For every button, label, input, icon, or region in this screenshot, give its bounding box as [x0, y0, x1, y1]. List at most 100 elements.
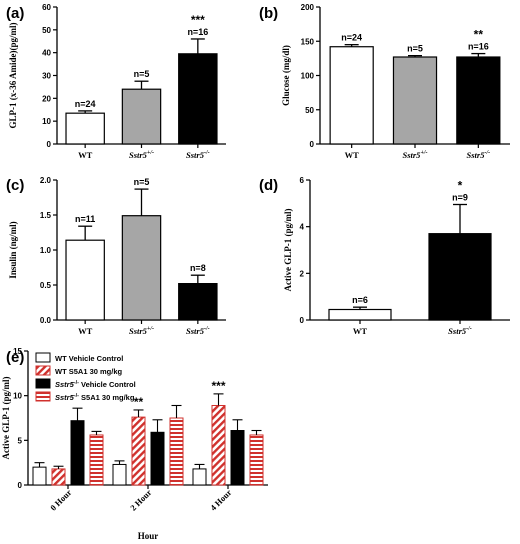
- x-tick-label: Sstr5+/-: [129, 326, 154, 336]
- bar: [169, 417, 184, 486]
- x-tick-label: 2 Hour: [128, 487, 153, 512]
- bar: [249, 434, 264, 486]
- bar: [178, 53, 218, 145]
- y-tick-label: 40: [42, 49, 51, 58]
- y-tick-label: 150: [301, 37, 315, 46]
- n-label: n=6: [352, 295, 368, 305]
- legend-label: Sstr5-/- Vehicle Control: [55, 380, 136, 389]
- significance-marker: **: [134, 395, 144, 409]
- y-axis-title: GLP-1 (x-36 Amide)(pg/ml): [8, 23, 18, 129]
- y-tick-label: 0.5: [40, 281, 52, 290]
- panel-label: (d): [259, 177, 278, 194]
- y-tick-label: 0.0: [40, 316, 52, 325]
- panel-label: (e): [6, 349, 24, 366]
- n-label: n=8: [190, 263, 206, 273]
- n-label: n=5: [134, 177, 150, 187]
- x-tick-label: WT: [78, 326, 93, 336]
- n-label: n=9: [452, 193, 468, 203]
- y-tick-label: 6: [300, 176, 305, 185]
- n-label: n=24: [341, 33, 362, 43]
- legend-swatch: [35, 365, 51, 376]
- y-tick-label: 15: [13, 347, 22, 356]
- bar: [150, 431, 165, 486]
- y-tick-label: 50: [42, 26, 51, 35]
- y-tick-label: 5: [18, 436, 23, 445]
- significance-marker: ***: [211, 379, 225, 393]
- x-tick-label: 0 Hour: [48, 487, 73, 512]
- x-tick-label: 4 Hour: [208, 487, 233, 512]
- y-axis-title: Active GLP-1 (pg/ml): [1, 377, 11, 460]
- n-label: n=11: [75, 214, 95, 224]
- y-tick-label: 100: [301, 72, 315, 81]
- bar: [70, 420, 85, 486]
- y-axis-title: Insulin (ng/ml): [8, 221, 18, 278]
- legend-label: Sstr5-/- S5A1 30 mg/kg: [55, 393, 135, 402]
- x-tick-label: Sstr5-/-: [467, 150, 491, 160]
- significance-marker: *: [458, 179, 463, 193]
- n-label: n=24: [75, 99, 96, 109]
- bar: [51, 468, 66, 486]
- legend-swatch: [35, 352, 51, 363]
- bar: [121, 215, 162, 321]
- x-tick-label: WT: [78, 150, 93, 160]
- x-tick-label: Sstr5+/-: [402, 150, 427, 160]
- x-tick-label: Sstr5+/-: [129, 150, 154, 160]
- bar: [112, 463, 127, 486]
- y-tick-label: 60: [42, 3, 51, 12]
- bar: [121, 88, 162, 145]
- y-tick-label: 4: [300, 223, 305, 232]
- bar: [65, 112, 105, 145]
- panel-label: (c): [6, 177, 24, 194]
- bar: [65, 239, 105, 321]
- x-tick-label: WT: [353, 326, 368, 336]
- bar: [428, 233, 492, 321]
- y-tick-label: 2.0: [40, 176, 52, 185]
- panel-label: (b): [259, 5, 278, 22]
- x-tick-label: WT: [345, 150, 360, 160]
- bar: [211, 404, 226, 486]
- bar: [178, 283, 218, 321]
- y-tick-label: 30: [42, 72, 51, 81]
- bar: [192, 468, 207, 486]
- y-tick-label: 10: [42, 117, 51, 126]
- x-axis-title: Hour: [138, 531, 159, 541]
- bar: [329, 46, 374, 145]
- significance-marker: **: [474, 28, 484, 42]
- bar: [456, 56, 501, 145]
- n-label: n=16: [468, 42, 489, 52]
- panel-a: (a) 0 10 20 30 40 50 60 GLP-1 (x-36 Amide)(pg/ml…: [6, 3, 226, 160]
- panel-c: (c) 0.0 0.5 1.0 1.5 2.0 Insulin (ng/ml) WT n=11 S…: [6, 176, 226, 336]
- significance-marker: ***: [191, 13, 205, 27]
- bar: [328, 308, 392, 321]
- legend-swatch: [35, 391, 51, 402]
- panel-d: (d) 0 2 4 6 Active GLP-1 (pg/ml) WT n=6 Sstr5-/-…: [259, 176, 510, 336]
- y-axis-title: Glucose (mg/dl): [281, 45, 291, 106]
- bar: [89, 434, 104, 486]
- panel-b: (b) 0 50 100 150 200 Glucose (mg/dl) WT n=24 Sstr…: [259, 3, 510, 160]
- bar: [131, 416, 146, 486]
- y-tick-label: 1.5: [40, 211, 52, 220]
- y-tick-label: 0: [47, 140, 52, 149]
- legend-label: WT S5A1 30 mg/kg: [55, 367, 123, 376]
- x-tick-label: Sstr5-/-: [186, 150, 210, 160]
- n-label: n=5: [134, 69, 150, 79]
- y-tick-label: 10: [13, 392, 22, 401]
- legend-label: WT Vehicle Control: [55, 354, 123, 363]
- x-tick-label: Sstr5-/-: [186, 326, 210, 336]
- n-label: n=5: [407, 44, 423, 54]
- y-tick-label: 50: [305, 106, 314, 115]
- y-tick-label: 1.0: [40, 246, 52, 255]
- n-label: n=16: [187, 27, 208, 37]
- panel-label: (a): [6, 5, 24, 22]
- y-axis-title: Active GLP-1 (pg/ml): [283, 209, 293, 292]
- y-tick-label: 200: [301, 3, 315, 12]
- bar: [32, 466, 47, 486]
- panel-e: (e) 0 5 10 15 Active GLP-1 (pg/ml) 0 Hour ** 2 H…: [1, 347, 268, 541]
- legend-swatch: [35, 378, 51, 389]
- y-tick-label: 20: [42, 94, 51, 103]
- x-tick-label: Sstr5-/-: [448, 326, 472, 336]
- y-tick-label: 0: [18, 481, 23, 490]
- bar: [392, 56, 438, 145]
- bar: [230, 430, 245, 486]
